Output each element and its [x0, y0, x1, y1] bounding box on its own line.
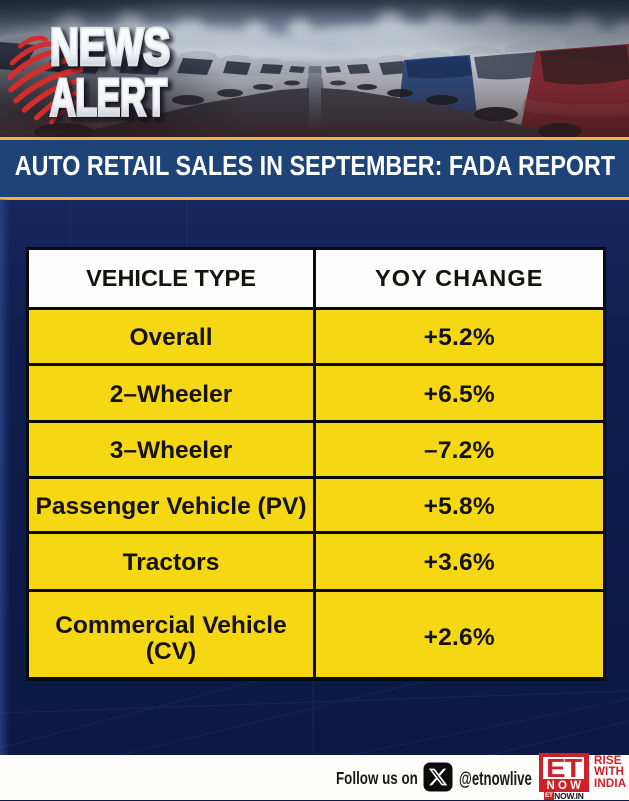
- svg-text:NEWS: NEWS: [50, 19, 170, 77]
- svg-text:ALERT: ALERT: [50, 69, 167, 127]
